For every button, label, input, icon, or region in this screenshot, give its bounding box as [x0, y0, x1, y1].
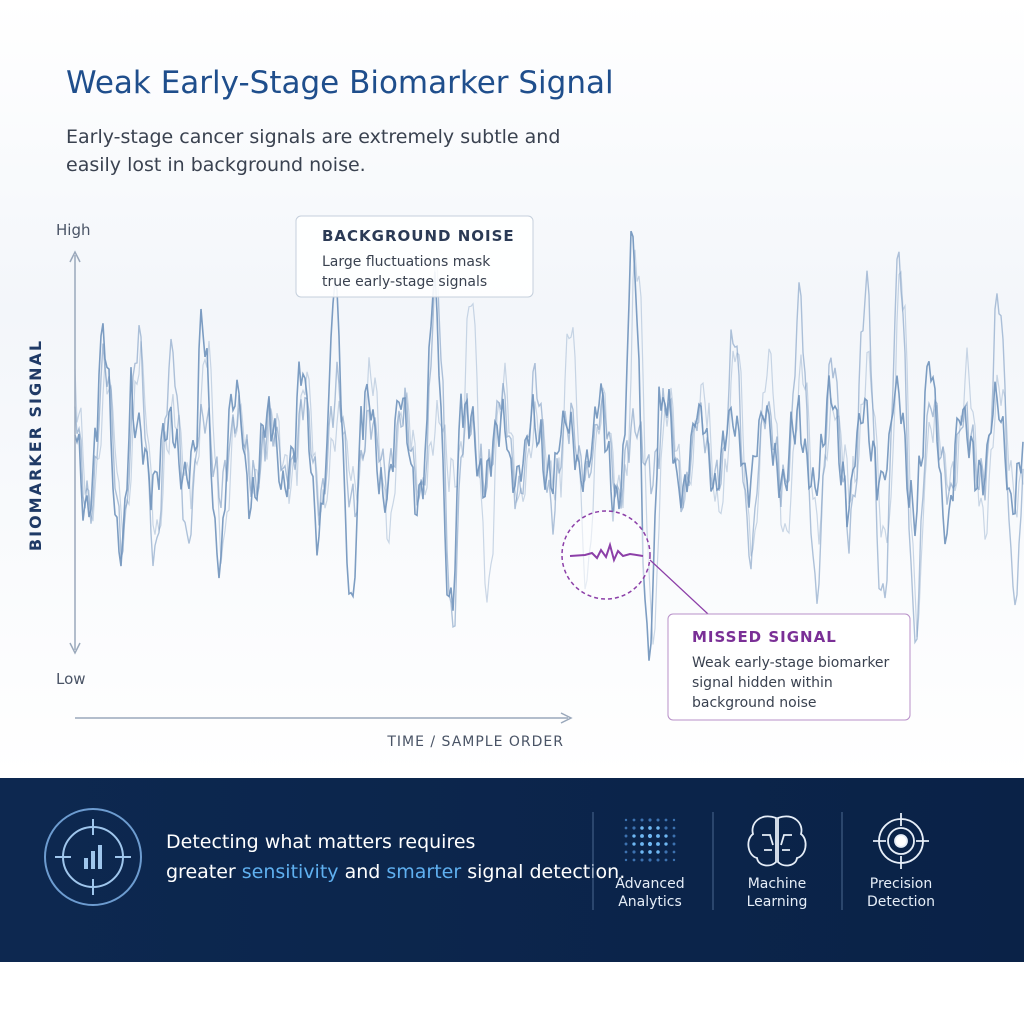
dot	[624, 850, 628, 854]
dot	[632, 834, 636, 838]
leader-line	[649, 559, 709, 615]
dot	[624, 826, 628, 830]
x-arrow	[560, 712, 573, 724]
dot	[672, 826, 676, 830]
dot	[672, 818, 676, 822]
feature-label: Advanced	[615, 876, 684, 892]
highlight: sensitivity	[242, 861, 339, 883]
dot	[672, 850, 676, 854]
dot	[656, 850, 660, 854]
subtitle: Early-stage cancer signals are extremely…	[66, 126, 560, 148]
missed-title: MISSED SIGNAL	[692, 628, 837, 646]
dividers	[592, 812, 843, 910]
dot	[648, 818, 652, 822]
dot	[664, 842, 668, 846]
dot	[648, 858, 652, 862]
dot	[624, 834, 628, 838]
y-high: High	[56, 221, 90, 239]
text: signal detection.	[461, 861, 625, 883]
dot	[640, 818, 644, 822]
dot	[640, 858, 644, 862]
dot	[656, 834, 660, 838]
dot	[648, 850, 652, 854]
wave-line	[74, 230, 1024, 661]
dot	[640, 826, 644, 830]
dot	[632, 818, 636, 822]
dot	[640, 850, 644, 854]
missed-text: signal hidden within	[692, 675, 833, 691]
dot	[672, 842, 676, 846]
noise-text: Large fluctuations mask	[322, 254, 491, 270]
target-icon	[44, 808, 142, 906]
dot	[632, 842, 636, 846]
wave-line	[74, 251, 1024, 645]
missed-text: Weak early-stage biomarker	[692, 655, 890, 671]
feature-label: Learning	[747, 894, 808, 910]
banner-line2: greater sensitivity and smarter signal d…	[166, 861, 625, 883]
features: Advanced Analytics Machine Learning Precisio…	[615, 876, 935, 910]
y-label: BIOMARKER SIGNAL	[26, 339, 45, 551]
dot	[664, 826, 668, 830]
title: Weak Early-Stage Biomarker Signal	[66, 65, 614, 101]
waveform	[74, 230, 1024, 661]
dot	[648, 826, 652, 830]
text: greater	[166, 861, 242, 883]
analytics-icon	[624, 818, 676, 862]
noise-text: true early-stage signals	[322, 274, 487, 290]
dot	[624, 858, 628, 862]
dot	[640, 834, 644, 838]
dot	[672, 858, 676, 862]
precision-icon	[873, 813, 929, 869]
brain-icon	[747, 815, 807, 867]
dot	[647, 841, 653, 847]
missed-squiggle	[569, 541, 644, 563]
dot	[664, 818, 668, 822]
feature-label: Detection	[867, 894, 935, 910]
dot	[664, 834, 668, 838]
dot	[656, 818, 660, 822]
dot	[624, 818, 628, 822]
dot	[664, 858, 668, 862]
missed-callout	[667, 613, 911, 721]
dot	[632, 850, 636, 854]
dot	[656, 858, 660, 862]
feature-label: Machine	[748, 876, 807, 892]
dot	[632, 826, 636, 830]
dot	[656, 842, 660, 846]
feature-label: Analytics	[618, 894, 682, 910]
subtitle: easily lost in background noise.	[66, 154, 366, 176]
dot	[672, 834, 676, 838]
dot	[664, 850, 668, 854]
highlight: smarter	[386, 861, 461, 883]
dot	[632, 858, 636, 862]
banner-line1: Detecting what matters requires	[166, 831, 475, 853]
feature-label: Precision	[870, 876, 932, 892]
dot	[624, 842, 628, 846]
noise-callout	[295, 215, 534, 298]
dot	[656, 826, 660, 830]
noise-title: BACKGROUND NOISE	[322, 227, 515, 245]
banner	[0, 778, 1024, 962]
text: and	[339, 861, 387, 883]
x-label: TIME / SAMPLE ORDER	[386, 734, 564, 750]
missed-text: background noise	[692, 695, 817, 711]
dot	[647, 833, 653, 839]
y-low: Low	[56, 670, 86, 688]
y-arrows	[69, 250, 81, 655]
dot	[640, 842, 644, 846]
